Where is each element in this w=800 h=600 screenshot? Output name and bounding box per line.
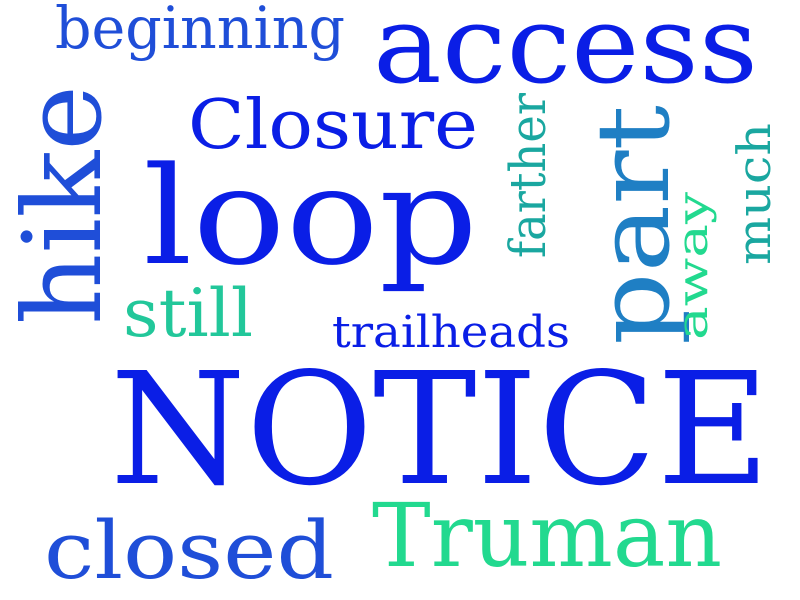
word-farther: farther <box>499 93 557 258</box>
word-beginning: beginning <box>55 0 345 62</box>
word-truman: Truman <box>372 484 722 587</box>
word-loop: loop <box>143 138 478 295</box>
word-access: access <box>373 0 758 108</box>
word-still: still <box>123 275 253 352</box>
word-trailheads: trailheads <box>332 307 570 358</box>
word-closure: Closure <box>188 86 478 165</box>
word-hike: hike <box>1 85 126 325</box>
word-part: part <box>575 105 692 345</box>
word-much: much <box>727 123 781 265</box>
word-closed: closed <box>44 504 334 597</box>
word-away: away <box>668 192 717 340</box>
word-notice: NOTICE <box>110 339 770 520</box>
